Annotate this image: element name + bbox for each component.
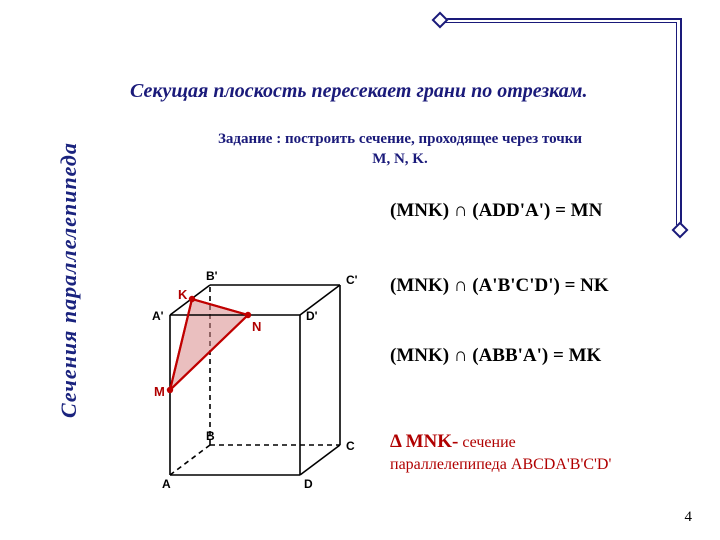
task-text: Задание : построить сечение, проходящее …	[190, 130, 610, 169]
diagram-svg	[140, 250, 370, 500]
equation-1: (MNK) ∩ (АDD'A') = MN	[390, 200, 602, 222]
conclusion-rest1: сечение	[458, 434, 515, 451]
equation-2: (MNK) ∩ (A'B'C'D') = NK	[390, 275, 609, 297]
conclusion-rest2: параллелепипеда ABCDA'B'C'D'	[390, 456, 611, 473]
conclusion-delta: Δ MNK-	[390, 431, 458, 452]
task-line1: Задание : построить сечение, проходящее …	[218, 131, 582, 147]
vertical-title: Сечения параллелепипеда	[56, 60, 82, 500]
conclusion: Δ MNK- сечение параллелепипеда ABCDA'B'C…	[390, 430, 690, 475]
main-title: Секущая плоскость пересекает грани по от…	[130, 80, 670, 103]
page-number: 4	[685, 509, 693, 526]
parallelepiped-diagram: ABCDA'B'C'D'MNK	[140, 250, 370, 500]
task-line2: M, N, K.	[372, 151, 427, 167]
decorative-frame-inner	[444, 22, 677, 225]
equation-3: (MNK) ∩ (ABB'A') = MK	[390, 345, 601, 367]
